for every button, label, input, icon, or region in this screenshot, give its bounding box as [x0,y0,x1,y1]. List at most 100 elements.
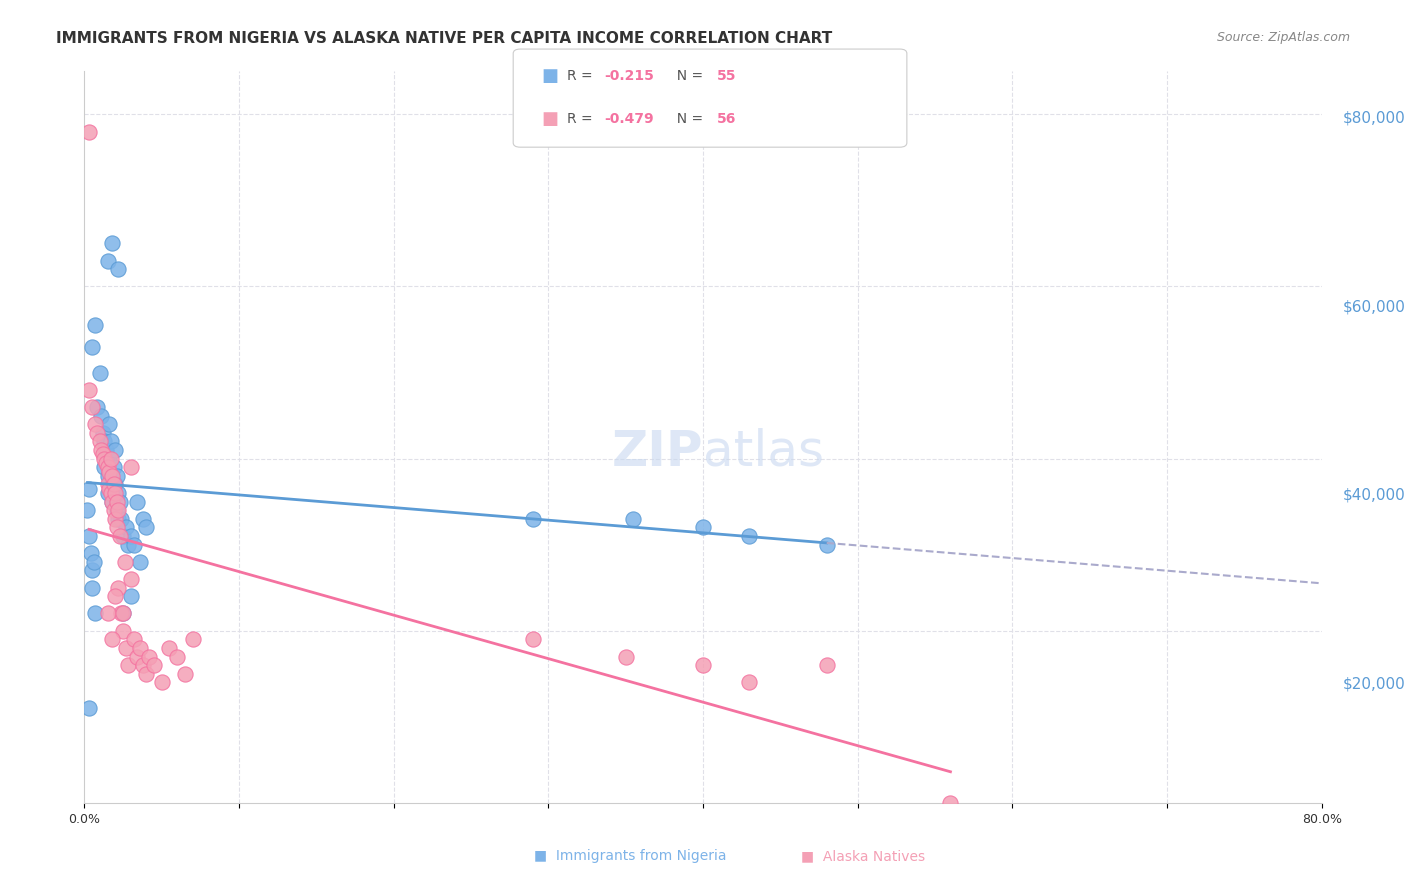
Point [96,460,118,475]
Point [94,456,117,470]
Point [107,581,129,595]
Point [117,538,139,552]
Text: ■  Alaska Natives: ■ Alaska Natives [801,849,925,863]
Text: 56: 56 [717,112,737,126]
Point [112,624,135,638]
Point [105,520,128,534]
Point [108,494,131,508]
Point [101,494,124,508]
Point [110,512,132,526]
Point [105,503,128,517]
Point [79,546,101,560]
Text: atlas: atlas [703,427,824,475]
Text: -0.215: -0.215 [605,69,654,83]
Point [614,649,637,664]
Point [104,486,127,500]
Point [84,318,107,333]
Point [82,564,104,578]
Point [76,503,98,517]
Point [77,383,100,397]
Point [621,512,644,526]
Point [174,666,197,681]
Point [110,607,132,621]
Point [108,529,131,543]
Point [115,520,138,534]
Point [115,640,138,655]
Point [159,640,180,655]
Point [86,425,108,440]
Point [692,658,714,673]
Point [103,477,125,491]
Point [181,632,204,647]
Point [93,460,115,475]
Point [135,666,157,681]
Point [93,451,115,466]
Point [83,555,105,569]
Point [129,640,152,655]
Point [77,482,100,496]
Point [77,701,100,715]
Point [84,417,107,432]
Text: ■: ■ [541,110,558,128]
Point [692,520,714,534]
Point [125,494,148,508]
Point [132,658,155,673]
Point [122,632,145,647]
Text: ■  Immigrants from Nigeria: ■ Immigrants from Nigeria [534,849,727,863]
Point [112,607,135,621]
Point [522,632,544,647]
Point [82,581,104,595]
Point [101,468,124,483]
Point [90,409,112,423]
Point [120,460,142,475]
Point [100,451,122,466]
Text: $80,000: $80,000 [1343,111,1406,125]
Point [112,607,135,621]
Point [107,486,129,500]
Point [100,434,122,449]
Point [100,486,122,500]
Text: R =: R = [567,112,596,126]
Point [96,477,118,491]
Point [120,589,142,603]
Point [117,658,139,673]
Point [738,529,761,543]
Text: 55: 55 [717,69,737,83]
Point [107,512,129,526]
Point [738,675,761,690]
Point [96,486,118,500]
Point [522,512,544,526]
Text: $60,000: $60,000 [1343,300,1406,314]
Point [89,434,111,449]
Point [112,529,135,543]
Point [103,460,125,475]
Point [104,442,127,457]
Point [166,649,188,664]
Point [114,555,136,569]
Point [98,417,121,432]
Text: ZIP: ZIP [612,427,703,475]
Text: $40,000: $40,000 [1343,488,1406,502]
Point [101,236,124,251]
Text: IMMIGRANTS FROM NIGERIA VS ALASKA NATIVE PER CAPITA INCOME CORRELATION CHART: IMMIGRANTS FROM NIGERIA VS ALASKA NATIVE… [56,31,832,46]
Point [125,649,148,664]
Point [98,451,121,466]
Point [96,253,118,268]
Point [815,658,838,673]
Point [107,503,129,517]
Point [98,482,121,496]
Point [104,477,127,491]
Point [104,589,127,603]
Point [939,796,962,810]
Point [96,468,118,483]
Point [90,442,112,457]
Point [91,447,114,461]
Point [138,649,160,664]
Point [101,494,124,508]
Point [104,512,127,526]
Point [105,468,128,483]
Point [103,486,125,500]
Point [94,442,117,457]
Point [82,400,104,414]
Point [815,538,838,552]
